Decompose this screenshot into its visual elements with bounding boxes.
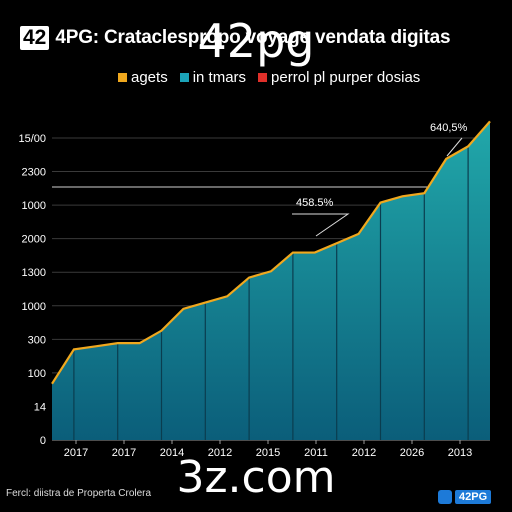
x-tick-label: 2012 xyxy=(208,447,232,459)
chart-header: 42 4PG: Crataclespropo voyage vendata di… xyxy=(20,26,451,50)
x-tick-label: 2012 xyxy=(352,447,376,459)
footer-logo: 42PG xyxy=(438,490,492,504)
series-line-agets xyxy=(51,120,491,385)
y-tick-label: 1000 xyxy=(22,200,46,212)
chart-title: 4PG: Crataclespropo voyage vendata digit… xyxy=(55,27,451,48)
x-tick-label: 2017 xyxy=(64,447,88,459)
legend-swatch-in-tmars xyxy=(179,73,189,82)
x-tick-label: 2015 xyxy=(256,447,280,459)
legend-swatch-perrol xyxy=(258,73,268,82)
logo-icon xyxy=(438,490,452,504)
logo-text: 42PG xyxy=(455,490,492,504)
annotation-pointer xyxy=(292,213,350,237)
legend-label-in-tmars: in tmars xyxy=(192,69,247,86)
y-tick-label: 300 xyxy=(28,334,46,346)
y-tick-label: 2000 xyxy=(22,234,46,246)
y-tick-label: 100 xyxy=(28,368,46,380)
y-tick-label: 14 xyxy=(34,401,46,413)
legend-item-in-tmars: in tmars xyxy=(179,69,247,86)
x-tick-label: 2014 xyxy=(160,447,184,459)
y-tick-label: 1000 xyxy=(22,301,46,313)
annotation-label: 640,5% xyxy=(430,122,468,134)
x-tick-label: 2013 xyxy=(448,447,472,459)
legend-swatch-agets xyxy=(118,73,127,82)
y-tick-label: 2300 xyxy=(22,167,46,179)
legend-label-agets: agets xyxy=(131,69,168,86)
x-tick-label: 2011 xyxy=(304,447,328,459)
source-note: Fercl: diistra de Properta Crolera xyxy=(6,488,152,499)
legend-item-perrol: perrol pl purper dosias xyxy=(258,69,420,86)
annotation-label: 458.5% xyxy=(296,197,334,209)
x-tick-label: 2017 xyxy=(112,447,136,459)
annotation-pointer xyxy=(446,137,463,157)
y-tick-label: 15/00 xyxy=(18,133,46,145)
x-tick-label: 2026 xyxy=(400,447,424,459)
chart-legend: agets in tmars perrol pl purper dosias xyxy=(118,69,420,86)
y-tick-label: 1300 xyxy=(22,267,46,279)
legend-item-agets: agets xyxy=(118,69,168,86)
legend-label-perrol: perrol pl purper dosias xyxy=(271,69,421,86)
brand-badge: 42 xyxy=(20,26,50,50)
y-tick-label: 0 xyxy=(40,435,46,447)
